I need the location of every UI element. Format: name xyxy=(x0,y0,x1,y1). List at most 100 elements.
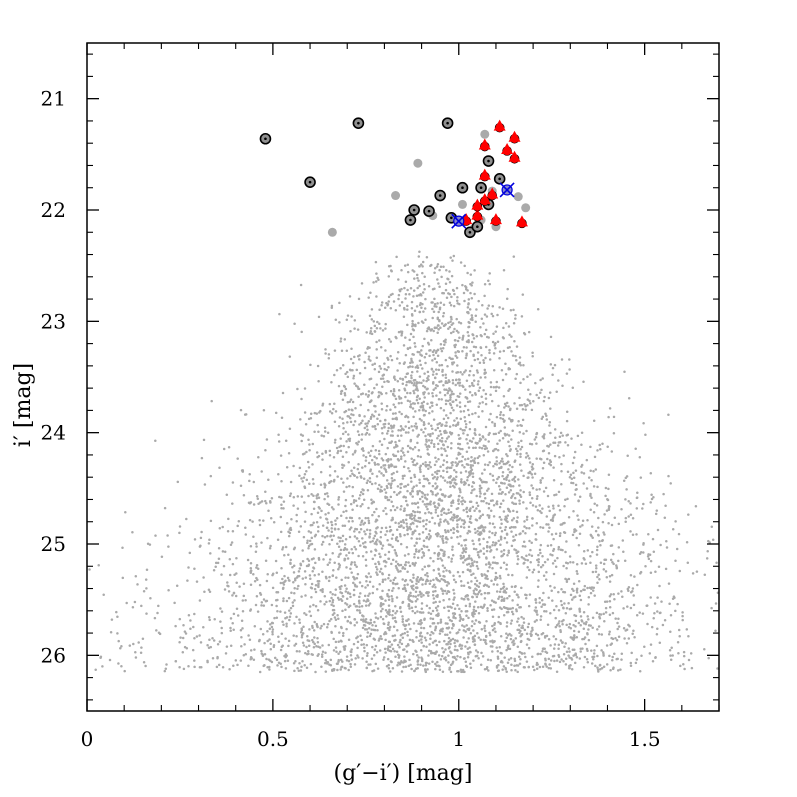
field-star-point xyxy=(503,426,507,429)
field-star-point xyxy=(265,579,269,583)
field-star-point xyxy=(451,622,455,626)
field-star-point xyxy=(488,348,491,352)
field-star-point xyxy=(344,538,348,541)
field-star-point xyxy=(492,332,495,336)
field-star-point xyxy=(485,335,489,339)
field-star-point xyxy=(280,566,283,570)
field-star-point xyxy=(425,545,429,549)
field-star-point xyxy=(414,605,417,609)
field-star-point xyxy=(546,623,550,627)
field-star-point xyxy=(363,383,366,387)
field-star-point xyxy=(469,515,473,518)
field-star-point xyxy=(465,462,469,466)
field-star-point xyxy=(273,656,277,660)
field-star-point xyxy=(470,491,473,495)
field-star-point xyxy=(376,487,380,491)
field-star-point xyxy=(410,357,413,361)
field-star-point xyxy=(495,590,499,593)
field-star-point xyxy=(474,320,477,324)
field-star-point xyxy=(325,577,328,580)
field-star-point xyxy=(405,380,409,384)
field-star-point xyxy=(492,583,496,586)
field-star-point xyxy=(414,590,418,594)
field-star-point xyxy=(260,604,263,607)
field-star-point xyxy=(429,512,433,515)
field-star-point xyxy=(428,520,431,524)
field-star-point xyxy=(476,504,480,508)
field-star-point xyxy=(441,537,444,540)
field-star-point xyxy=(364,541,367,544)
field-star-point xyxy=(418,397,421,401)
field-star-point xyxy=(567,654,570,657)
field-star-point xyxy=(378,637,381,640)
field-star-point xyxy=(435,361,439,364)
field-star-point xyxy=(416,510,419,514)
field-star-point xyxy=(412,584,415,588)
field-star-point xyxy=(340,578,343,582)
field-star-point xyxy=(468,400,472,403)
field-star-point xyxy=(428,536,432,539)
field-star-point xyxy=(413,473,416,477)
field-star-point xyxy=(435,394,438,397)
field-star-point xyxy=(413,519,416,522)
field-star-point xyxy=(475,501,479,505)
field-star-point xyxy=(290,518,293,521)
field-star-point xyxy=(293,322,296,325)
field-star-point xyxy=(401,618,405,621)
field-star-point xyxy=(404,561,408,564)
field-star-point xyxy=(551,562,555,565)
field-star-point xyxy=(354,548,358,551)
field-star-point xyxy=(522,490,525,494)
field-star-point xyxy=(360,476,363,479)
field-star-point xyxy=(484,402,488,406)
field-star-point xyxy=(566,497,569,501)
field-star-point xyxy=(441,647,444,650)
field-star-point xyxy=(276,590,280,594)
field-star-point xyxy=(406,288,409,292)
field-star-point xyxy=(368,433,371,436)
field-star-point xyxy=(330,411,334,415)
field-star-point xyxy=(452,409,455,412)
field-star-point xyxy=(574,619,578,623)
field-star-point xyxy=(394,537,398,540)
field-star-point xyxy=(251,520,254,523)
field-star-point xyxy=(466,330,470,334)
field-star-point xyxy=(394,335,397,339)
field-star-point xyxy=(302,476,306,479)
field-star-point xyxy=(436,534,439,538)
field-star-point xyxy=(509,637,513,641)
field-star-point xyxy=(441,630,444,633)
field-star-point xyxy=(349,595,352,599)
field-star-point xyxy=(551,554,554,557)
field-star-point xyxy=(573,661,577,665)
field-star-point xyxy=(518,463,522,466)
field-star-point xyxy=(415,653,419,657)
field-star-point xyxy=(497,663,500,667)
field-star-point xyxy=(542,574,546,577)
field-star-point xyxy=(414,463,417,467)
field-star-point xyxy=(316,364,320,368)
field-star-point xyxy=(274,411,278,415)
field-star-point xyxy=(447,609,451,613)
field-star-point xyxy=(424,582,427,586)
field-star-point xyxy=(395,528,399,531)
field-star-point xyxy=(260,470,263,473)
field-star-point xyxy=(330,304,334,308)
field-star-point xyxy=(249,544,253,548)
field-star-point xyxy=(507,549,510,553)
field-star-point xyxy=(452,598,455,601)
field-star-point xyxy=(407,420,410,424)
field-star-point xyxy=(649,643,653,646)
field-star-point xyxy=(354,449,357,453)
field-star-point xyxy=(232,664,235,667)
field-star-point xyxy=(231,594,234,597)
field-star-point xyxy=(589,494,592,498)
field-star-point xyxy=(366,621,370,625)
field-star-point xyxy=(568,475,572,479)
field-star-point xyxy=(403,586,406,590)
field-star-point xyxy=(419,649,423,652)
field-star-point xyxy=(270,621,274,625)
field-star-point xyxy=(227,446,231,449)
field-star-point xyxy=(371,539,374,543)
field-star-point xyxy=(433,551,436,555)
